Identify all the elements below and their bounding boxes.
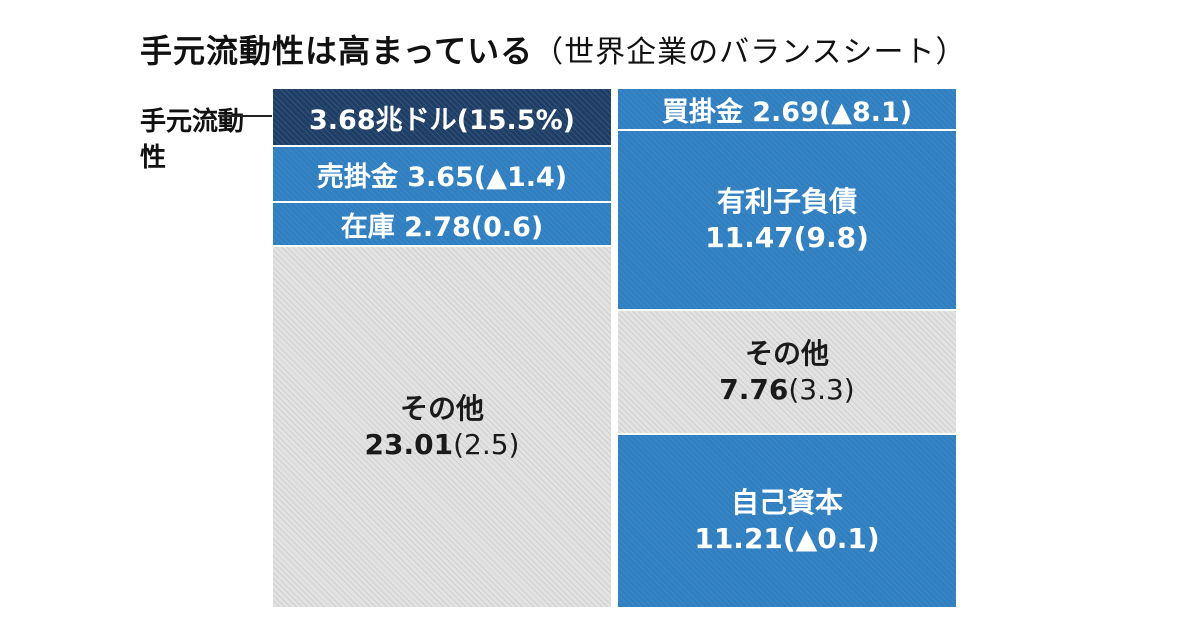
equity-name: 自己資本 [730, 486, 843, 519]
label-leader-line [218, 115, 272, 117]
asset-inventory-name: 在庫 [340, 211, 395, 243]
asset-other: その他 23.01(2.5) [272, 246, 612, 608]
asset-other-change: (2.5) [453, 428, 520, 461]
liability-other-name: その他 [744, 337, 829, 370]
liability-payables-change: (▲8.1) [818, 96, 913, 128]
asset-cash: 3.68兆ドル(15.5%) [272, 88, 612, 146]
diagram-title: 手元流動性は高まっている（世界企業のバランスシート） [140, 26, 967, 72]
liability-other-value: 7.76 [719, 373, 789, 406]
liability-debt-value: 11.47 [705, 221, 794, 254]
liability-payables-value: 2.69 [752, 96, 819, 128]
liability-other-change: (3.3) [788, 373, 855, 406]
liability-debt-change: (9.8) [793, 221, 869, 254]
liability-interest-bearing-debt: 有利子負債 11.47(9.8) [617, 130, 957, 310]
asset-receivables: 売掛金 3.65(▲1.4) [272, 146, 612, 202]
asset-other-name: その他 [399, 392, 484, 425]
asset-inventory-value: 2.78 [404, 211, 471, 243]
asset-inventory: 在庫 2.78(0.6) [272, 202, 612, 246]
cash-liquidity-label: 手元流動性 [140, 107, 245, 173]
liability-debt-name: 有利子負債 [716, 185, 857, 218]
asset-cash-value: 3.68兆ドル [309, 104, 457, 136]
asset-receivables-value: 3.65 [407, 161, 474, 193]
equity-value: 11.21 [694, 522, 783, 555]
liability-payables: 買掛金 2.69(▲8.1) [617, 88, 957, 130]
equity-change: (▲0.1) [782, 522, 880, 555]
asset-receivables-change: (▲1.4) [473, 161, 568, 193]
title-main: 手元流動性は高まっている [140, 32, 534, 70]
liability-payables-name: 買掛金 [661, 96, 743, 128]
asset-other-value: 23.01 [364, 428, 454, 461]
asset-receivables-name: 売掛金 [316, 161, 398, 193]
liability-other: その他 7.76(3.3) [617, 310, 957, 434]
asset-cash-change: (15.5%) [456, 104, 575, 136]
asset-inventory-change: (0.6) [470, 211, 544, 243]
title-sub: （世界企業のバランスシート） [533, 35, 967, 70]
equity: 自己資本 11.21(▲0.1) [617, 434, 957, 608]
